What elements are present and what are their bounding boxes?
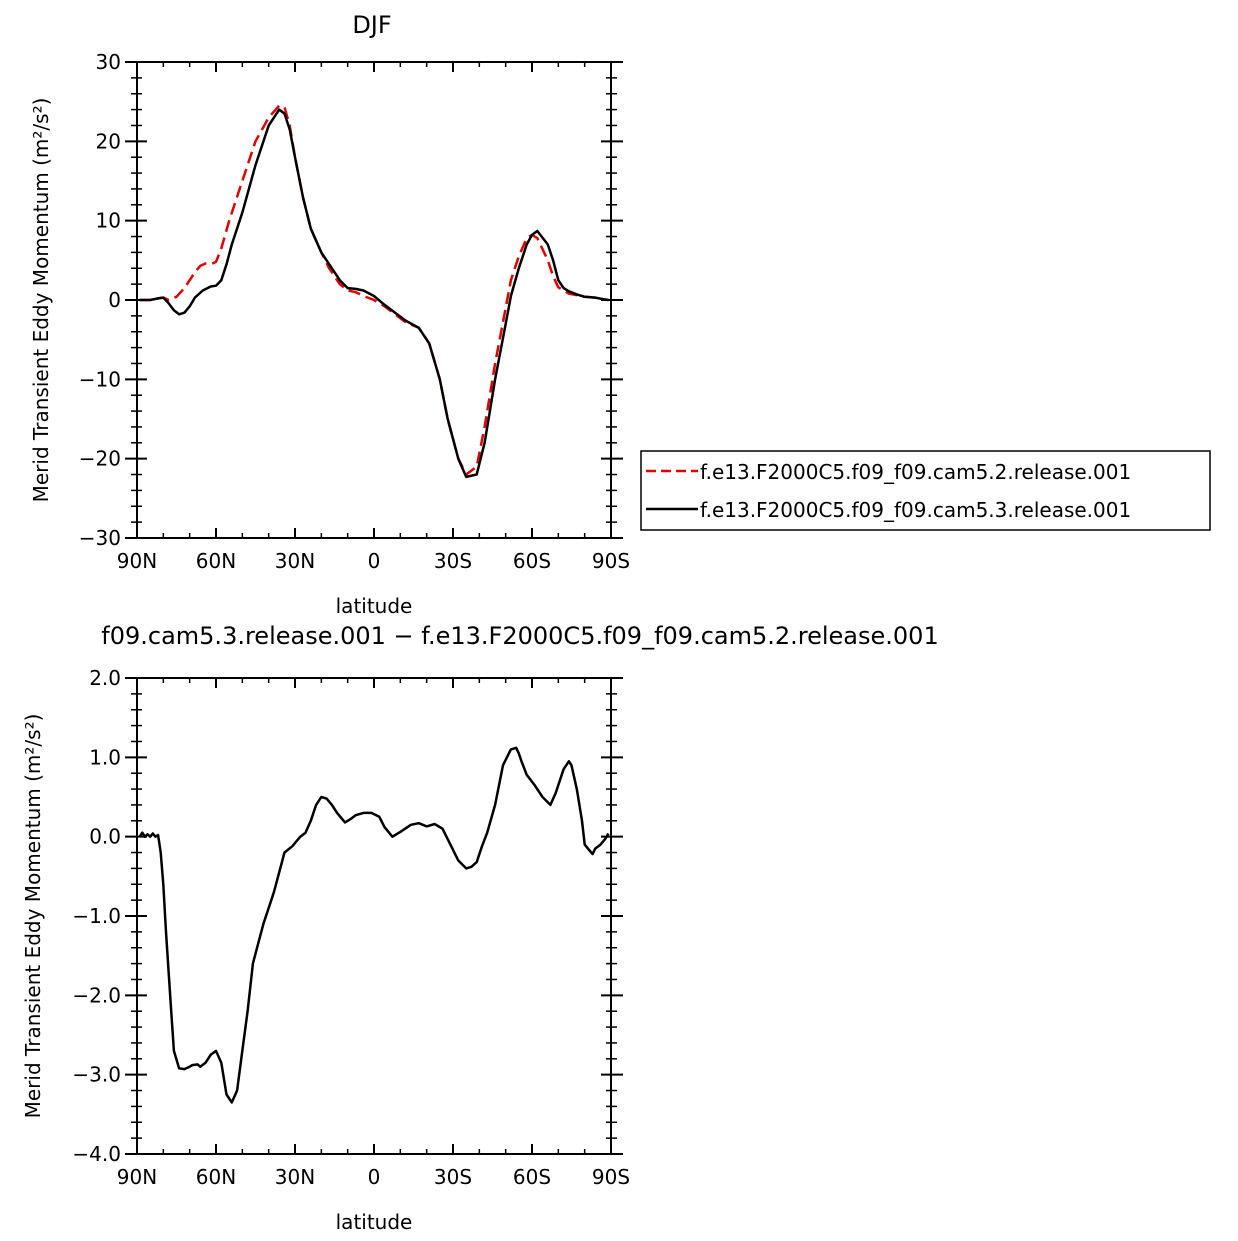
legend: f.e13.F2000C5.f09_f09.cam5.2.release.001… — [640, 450, 1211, 531]
y-axis-label: Merid Transient Eddy Momentum (m²/s²) — [21, 714, 45, 1119]
chart-title: f09.cam5.3.release.001 − f.e13.F2000C5.f… — [101, 622, 938, 650]
chart-djf: DJF 90N 60N 30N 0 30S 60S 90S3020100−10−20−30 … — [29, 11, 1211, 618]
chart-title: DJF — [352, 11, 391, 39]
y-tick-label: 20 — [96, 129, 121, 153]
legend-box — [640, 450, 1211, 531]
y-tick-label: 1.0 — [89, 745, 121, 769]
x-tick-label: 30N — [275, 1165, 315, 1189]
x-axis-label: latitude — [336, 594, 413, 618]
plot-frame — [136, 677, 612, 1155]
y-tick-label: −10 — [79, 367, 121, 391]
y-tick-label: 0.0 — [89, 825, 121, 849]
legend-entry: f.e13.F2000C5.f09_f09.cam5.3.release.001 — [700, 498, 1131, 522]
legend-entry: f.e13.F2000C5.f09_f09.cam5.2.release.001 — [700, 460, 1131, 484]
y-tick-label: −30 — [79, 526, 121, 550]
y-tick-label: 30 — [96, 50, 121, 74]
x-tick-label: 60S — [513, 1165, 551, 1189]
x-tick-label: 0 — [368, 1165, 381, 1189]
x-tick-label: 60S — [513, 549, 551, 573]
x-tick-label: 30N — [275, 549, 315, 573]
x-tick-label: 90N — [117, 549, 157, 573]
x-axis-label: latitude — [336, 1210, 413, 1234]
x-tick-label: 0 — [368, 549, 381, 573]
y-tick-label: 2.0 — [89, 666, 121, 690]
x-tick-label: 60N — [196, 1165, 236, 1189]
y-tick-label: −20 — [79, 447, 121, 471]
x-tick-label: 30S — [434, 1165, 472, 1189]
y-tick-label: 10 — [96, 209, 121, 233]
y-axis-label: Merid Transient Eddy Momentum (m²/s²) — [29, 98, 53, 503]
y-tick-label: −1.0 — [72, 904, 121, 928]
chart-difference: f09.cam5.3.release.001 − f.e13.F2000C5.f… — [21, 622, 939, 1234]
y-tick-label: 0 — [108, 288, 121, 312]
y-tick-label: −4.0 — [72, 1142, 121, 1166]
x-tick-label: 90S — [592, 549, 630, 573]
x-tick-label: 90S — [592, 1165, 630, 1189]
x-tick-label: 90N — [117, 1165, 157, 1189]
x-tick-label: 60N — [196, 549, 236, 573]
y-tick-label: −2.0 — [72, 983, 121, 1007]
y-tick-label: −3.0 — [72, 1063, 121, 1087]
series-line — [139, 104, 609, 476]
series-line — [138, 746, 610, 1104]
series-line — [139, 108, 609, 479]
x-tick-label: 30S — [434, 549, 472, 573]
